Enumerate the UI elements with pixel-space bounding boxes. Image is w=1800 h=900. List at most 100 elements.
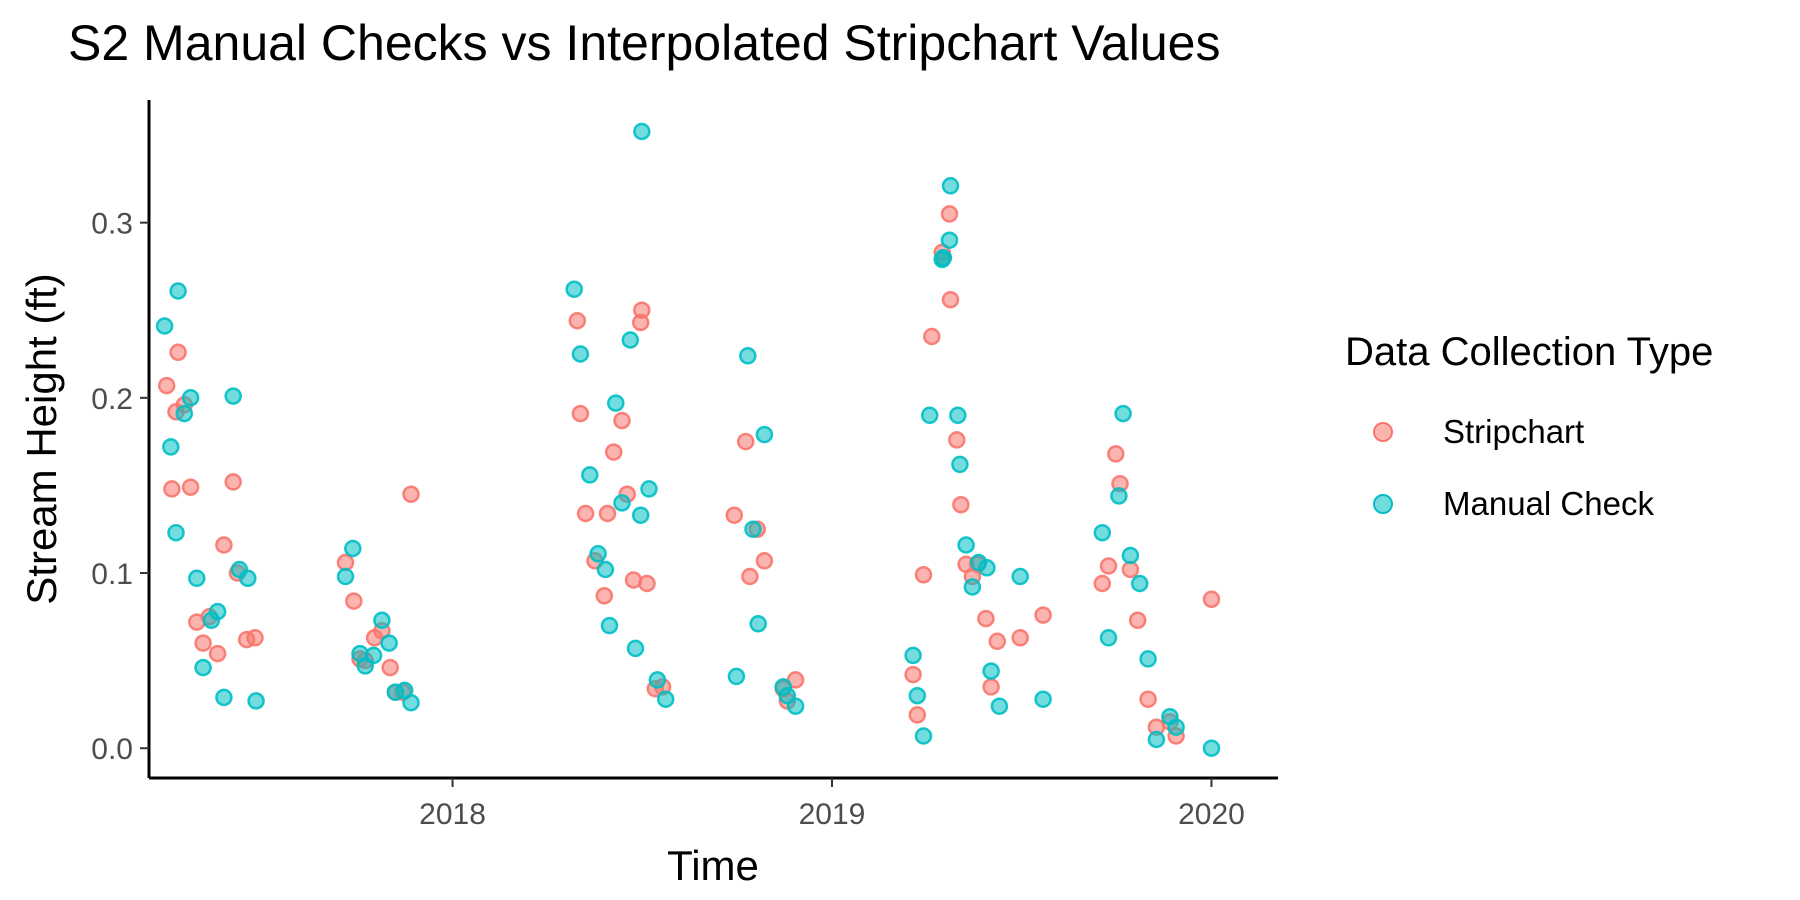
data-point-manual-check (208, 602, 227, 621)
data-point-manual-check (175, 404, 194, 423)
y-ticks: 0.0 0.1 0.2 0.3 (91, 208, 149, 766)
x-ticks: 2018 2019 2020 (419, 778, 1245, 831)
data-point-stripchart (941, 290, 960, 309)
data-point-stripchart (604, 443, 623, 461)
data-point-manual-check (621, 331, 640, 349)
data-point-manual-check (934, 248, 953, 267)
data-point-stripchart (246, 629, 264, 647)
data-point-stripchart (633, 301, 651, 319)
data-point-manual-check (631, 506, 650, 524)
data-point-stripchart (988, 632, 1007, 651)
data-point-stripchart (381, 658, 399, 677)
data-point-manual-check (1034, 690, 1052, 708)
data-point-manual-check (571, 345, 590, 363)
y-tick-label: 0.2 (91, 383, 133, 416)
data-point-stripchart (755, 552, 774, 570)
data-point-manual-check (633, 122, 651, 141)
data-point-manual-check (786, 697, 805, 715)
legend-items: Stripchart Manual Check (1345, 395, 1713, 539)
data-point-stripchart (345, 592, 363, 610)
data-point-manual-check (167, 523, 185, 542)
x-axis-label: Time (667, 842, 759, 889)
axes (147, 100, 1278, 780)
data-point-stripchart (194, 634, 212, 652)
legend-label: Stripchart (1443, 413, 1585, 450)
data-point-manual-check (914, 727, 933, 745)
data-point-stripchart (638, 574, 656, 593)
data-point-manual-check (607, 394, 625, 412)
data-point-manual-check (380, 634, 398, 652)
data-point-manual-check (957, 536, 975, 554)
data-point-manual-check (169, 282, 187, 300)
legend-key-marker (1373, 494, 1393, 514)
data-point-manual-check (600, 616, 619, 635)
data-point-stripchart (402, 485, 420, 503)
data-point-manual-check (1139, 650, 1157, 668)
data-point-manual-check (908, 686, 927, 705)
data-point-manual-check (402, 693, 420, 712)
data-point-manual-check (194, 658, 212, 677)
data-point-manual-check (951, 455, 969, 474)
data-point-stripchart (1011, 629, 1029, 647)
data-point-stripchart (1093, 574, 1112, 593)
data-point-stripchart (904, 665, 922, 684)
data-point-stripchart (923, 327, 941, 346)
legend-item-stripchart: Stripchart (1345, 395, 1713, 467)
data-point-manual-check (749, 615, 767, 633)
legend-label: Manual Check (1443, 485, 1654, 522)
data-point-manual-check (1202, 739, 1221, 757)
data-point-manual-check (1011, 567, 1029, 586)
data-point-manual-check (978, 559, 996, 577)
data-point-manual-check (1167, 718, 1185, 736)
data-point-manual-check (755, 425, 774, 444)
data-point-stripchart (163, 480, 181, 498)
data-point-stripchart (208, 644, 227, 663)
x-tick-label: 2020 (1178, 798, 1245, 831)
data-point-stripchart (982, 678, 1000, 696)
data-point-stripchart (568, 311, 587, 330)
data-point-manual-check (215, 688, 233, 707)
data-point-manual-check (1110, 487, 1128, 505)
data-point-manual-check (336, 567, 355, 586)
data-point-manual-check (656, 690, 675, 708)
data-point-manual-check (1130, 574, 1149, 593)
data-point-stripchart (598, 504, 617, 523)
data-point-stripchart (725, 506, 744, 524)
legend-key-marker (1373, 422, 1393, 442)
data-point-manual-check (626, 639, 645, 658)
y-tick-label: 0.0 (91, 733, 133, 766)
data-point-stripchart (741, 567, 759, 586)
data-point-manual-check (744, 520, 762, 538)
data-point-stripchart (1034, 606, 1052, 624)
data-point-manual-check (640, 480, 658, 498)
data-point-stripchart (576, 504, 595, 523)
data-point-stripchart (940, 205, 959, 223)
data-point-manual-check (982, 662, 1000, 680)
data-point-manual-check (1121, 546, 1140, 565)
data-point-manual-check (247, 692, 265, 710)
data-point-manual-check (949, 406, 967, 425)
data-point-stripchart (215, 536, 233, 554)
data-point-manual-check (920, 406, 939, 425)
legend-title: Data Collection Type (1345, 330, 1714, 374)
data-point-manual-check (565, 280, 583, 298)
y-axis-label: Stream Height (ft) (18, 273, 65, 604)
data-point-stripchart (181, 478, 200, 496)
data-point-stripchart (224, 473, 242, 491)
series-stripchart (157, 205, 1221, 745)
data-point-manual-check (613, 494, 631, 512)
data-point-manual-check (155, 317, 174, 335)
data-point-stripchart (736, 432, 755, 451)
data-point-stripchart (1139, 690, 1157, 708)
data-point-manual-check (224, 387, 242, 405)
data-point-stripchart (948, 431, 966, 449)
data-point-stripchart (571, 404, 590, 423)
data-point-stripchart (908, 706, 927, 724)
data-point-manual-check (1099, 629, 1118, 647)
data-point-manual-check (581, 466, 599, 484)
y-tick-label: 0.1 (91, 558, 133, 591)
y-tick-label: 0.3 (91, 208, 133, 241)
x-tick-label: 2019 (799, 798, 866, 831)
data-point-manual-check (1114, 404, 1132, 423)
